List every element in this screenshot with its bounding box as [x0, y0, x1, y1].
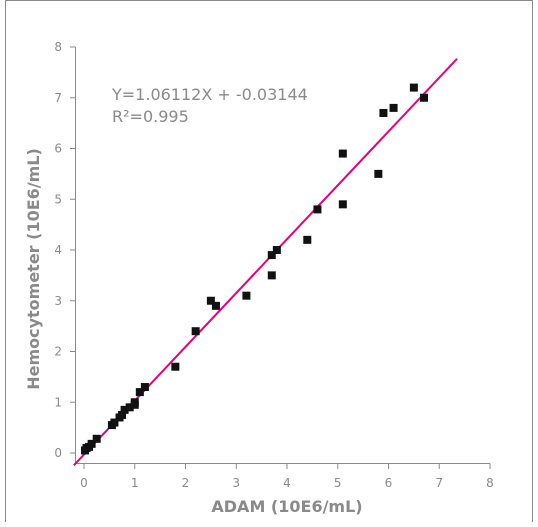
data-point	[272, 246, 281, 254]
data-point	[191, 327, 200, 336]
data-point	[130, 398, 139, 407]
data-points	[81, 83, 429, 455]
x-tick-label: 1	[131, 476, 139, 490]
x-tick-label: 3	[232, 476, 240, 490]
data-point	[171, 362, 180, 371]
data-point	[140, 383, 149, 392]
r-squared-annotation: R²=0.995	[112, 107, 189, 126]
data-point	[120, 405, 129, 414]
data-point	[379, 108, 388, 117]
x-axis-label: ADAM (10E6/mL)	[211, 497, 362, 516]
axes	[75, 47, 490, 464]
y-tick-label: 0	[54, 446, 62, 460]
data-point	[303, 235, 312, 244]
data-point	[135, 388, 144, 397]
data-point	[420, 93, 429, 102]
y-tick-label: 4	[54, 243, 62, 257]
y-tick-label: 2	[54, 345, 62, 359]
y-ticks: 0 1 2 3 4 5 6 7 8	[54, 40, 76, 460]
data-point	[118, 410, 127, 419]
regression-line	[73, 58, 458, 467]
y-tick-label: 3	[54, 294, 62, 308]
x-tick-label: 8	[486, 476, 494, 490]
data-point	[338, 149, 347, 158]
y-axis-label: Hemocytometer (10E6/mL)	[24, 148, 43, 390]
data-point	[409, 83, 418, 92]
data-point	[267, 251, 276, 260]
y-tick-label: 5	[54, 192, 62, 206]
x-tick-label: 4	[283, 476, 291, 490]
x-tick-label: 6	[385, 476, 393, 490]
y-tick-label: 6	[54, 142, 62, 156]
y-tick-label: 7	[54, 91, 62, 105]
y-tick-label: 1	[54, 395, 62, 409]
data-point	[206, 296, 215, 305]
x-tick-label: 5	[334, 476, 342, 490]
x-tick-label: 7	[435, 476, 443, 490]
data-point	[211, 301, 220, 310]
data-point	[87, 439, 96, 448]
data-point	[125, 403, 134, 412]
x-ticks: 0 1 2 3 4 5 6 7 8	[80, 463, 494, 490]
data-point	[242, 291, 251, 300]
data-point	[374, 169, 383, 178]
x-tick-label: 2	[182, 476, 190, 490]
data-point	[92, 434, 101, 443]
equation-annotation: Y=1.06112X + -0.03144	[111, 85, 308, 104]
data-point	[267, 271, 276, 280]
data-point	[313, 205, 322, 214]
data-point	[389, 103, 398, 112]
x-tick-label: 0	[80, 476, 88, 490]
y-tick-label: 8	[54, 40, 62, 54]
data-point	[338, 200, 347, 209]
data-point	[110, 418, 119, 427]
